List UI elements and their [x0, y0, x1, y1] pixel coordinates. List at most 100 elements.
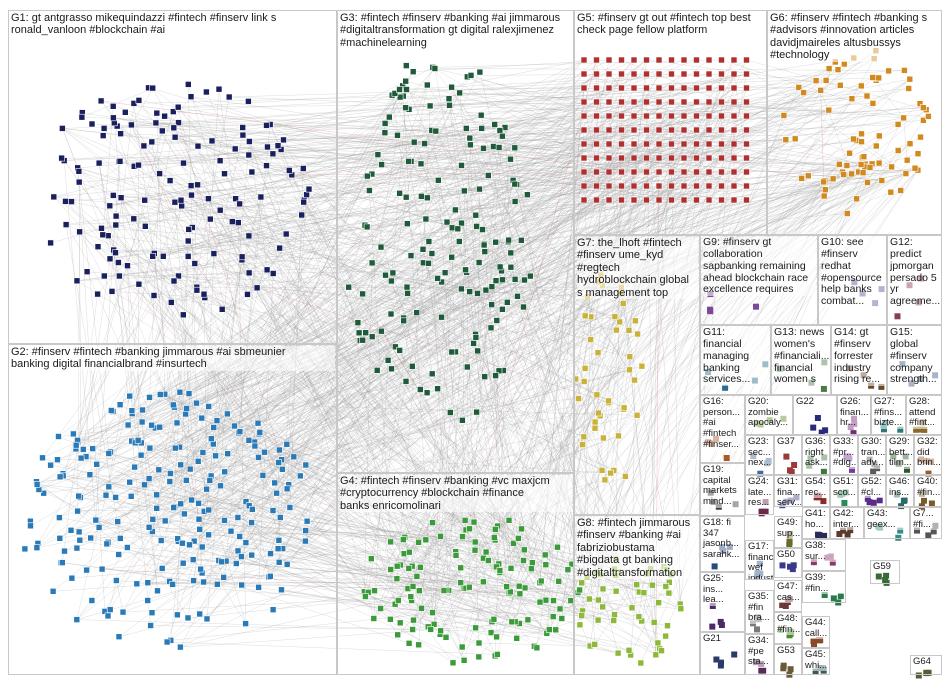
node-g1[interactable] — [253, 284, 261, 292]
node-g3[interactable] — [488, 283, 496, 291]
node-g1[interactable] — [180, 311, 187, 319]
node-g2[interactable] — [194, 457, 202, 465]
node-g3[interactable] — [402, 378, 410, 385]
node-g4[interactable] — [466, 525, 473, 533]
node-g5[interactable] — [580, 112, 588, 120]
node-g2[interactable] — [296, 472, 304, 480]
node-g2[interactable] — [83, 566, 90, 574]
node-g6[interactable] — [825, 106, 833, 114]
node-g6[interactable] — [859, 169, 867, 176]
node-g4[interactable] — [437, 532, 444, 540]
node-g17[interactable] — [718, 622, 725, 628]
node-g3[interactable] — [452, 206, 459, 214]
node-g6[interactable] — [885, 67, 892, 75]
node-g2[interactable] — [196, 610, 203, 618]
node-g7[interactable] — [593, 391, 601, 399]
node-g4[interactable] — [409, 583, 417, 590]
node-g53[interactable] — [787, 666, 794, 673]
node-g11[interactable] — [722, 384, 729, 391]
node-g5[interactable] — [743, 168, 750, 176]
node-g3[interactable] — [413, 309, 421, 316]
node-g1[interactable] — [117, 130, 124, 137]
node-g46[interactable] — [901, 497, 908, 504]
node-g6[interactable] — [829, 175, 837, 183]
node-g4[interactable] — [407, 593, 415, 601]
node-g5[interactable] — [655, 70, 663, 78]
node-g5[interactable] — [743, 70, 750, 78]
node-g7[interactable] — [616, 318, 624, 326]
node-g32[interactable] — [925, 470, 932, 477]
node-g1[interactable] — [150, 292, 158, 299]
node-g5[interactable] — [743, 112, 750, 120]
node-g6[interactable] — [875, 159, 883, 167]
node-g6[interactable] — [894, 121, 902, 128]
node-g2[interactable] — [93, 460, 100, 468]
node-g2[interactable] — [254, 419, 262, 427]
node-g2[interactable] — [190, 577, 197, 584]
group-panel-g37[interactable]: G37 — [774, 435, 802, 475]
node-g28[interactable] — [913, 426, 920, 433]
node-g2[interactable] — [144, 597, 151, 604]
node-g4[interactable] — [449, 659, 457, 667]
node-g7[interactable] — [575, 395, 582, 402]
node-g27[interactable] — [881, 426, 887, 433]
node-g7[interactable] — [622, 473, 629, 480]
node-g8[interactable] — [594, 616, 602, 624]
node-g1[interactable] — [153, 109, 161, 117]
node-g2[interactable] — [205, 506, 212, 514]
node-g5[interactable] — [643, 154, 650, 162]
node-g2[interactable] — [112, 494, 119, 501]
node-g42[interactable] — [836, 531, 843, 537]
node-g2[interactable] — [197, 565, 204, 573]
node-g1[interactable] — [115, 259, 122, 266]
node-g5[interactable] — [655, 112, 663, 120]
node-g28[interactable] — [921, 426, 928, 433]
node-g5[interactable] — [630, 196, 638, 204]
node-g5[interactable] — [630, 140, 638, 148]
node-g2[interactable] — [193, 399, 200, 407]
node-g2[interactable] — [251, 442, 259, 450]
node-g5[interactable] — [705, 140, 713, 148]
node-g3[interactable] — [499, 305, 506, 313]
node-g2[interactable] — [255, 583, 262, 591]
node-g6[interactable] — [848, 170, 855, 178]
node-g5[interactable] — [655, 168, 663, 176]
node-g1[interactable] — [203, 88, 210, 96]
node-g1[interactable] — [97, 97, 105, 105]
node-g3[interactable] — [408, 362, 416, 370]
node-g5[interactable] — [730, 196, 738, 204]
node-g3[interactable] — [507, 263, 515, 271]
node-g1[interactable] — [149, 253, 156, 260]
node-g4[interactable] — [576, 586, 583, 594]
node-g34[interactable] — [760, 667, 767, 674]
node-g2[interactable] — [227, 527, 235, 535]
node-g37[interactable] — [791, 462, 798, 468]
node-g3[interactable] — [396, 347, 404, 354]
group-panel-g35[interactable]: G35: #fin bra... — [745, 590, 774, 634]
node-g1[interactable] — [160, 253, 167, 260]
node-g2[interactable] — [108, 407, 115, 414]
node-g5[interactable] — [743, 56, 750, 64]
node-g4[interactable] — [537, 577, 545, 585]
node-g5[interactable] — [618, 56, 625, 64]
node-g6[interactable] — [925, 113, 932, 120]
node-g1[interactable] — [109, 103, 117, 110]
node-g2[interactable] — [188, 496, 195, 504]
node-g5[interactable] — [605, 98, 613, 106]
node-g3[interactable] — [396, 93, 404, 101]
node-g17[interactable] — [717, 618, 724, 625]
node-g5[interactable] — [605, 196, 613, 204]
node-g5[interactable] — [680, 140, 688, 148]
node-g1[interactable] — [231, 145, 239, 153]
node-g64[interactable] — [923, 670, 930, 677]
node-g5[interactable] — [693, 56, 700, 64]
node-g22[interactable] — [818, 429, 825, 436]
node-g3[interactable] — [424, 194, 431, 202]
node-g6[interactable] — [858, 130, 865, 138]
group-panel-g47[interactable]: G47: cas... — [774, 580, 802, 612]
node-g5[interactable] — [580, 126, 588, 134]
node-g6[interactable] — [835, 161, 843, 168]
node-g2[interactable] — [245, 436, 253, 444]
node-g4[interactable] — [508, 618, 516, 626]
node-g3[interactable] — [511, 180, 519, 188]
